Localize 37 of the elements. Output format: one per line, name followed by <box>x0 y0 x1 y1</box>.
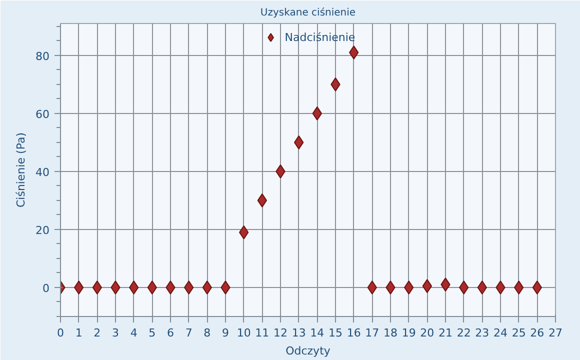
legend-label: Nadciśnienie <box>284 30 356 44</box>
x-tick-label: 24 <box>494 326 508 340</box>
x-tick-label: 0 <box>57 326 64 340</box>
x-tick-label: 15 <box>328 326 342 340</box>
x-tick-label: 16 <box>346 326 361 340</box>
x-tick-label: 3 <box>112 326 119 340</box>
x-tick-label: 22 <box>456 326 471 340</box>
x-tick-label: 27 <box>548 326 562 340</box>
x-tick-label: 13 <box>292 326 306 340</box>
y-tick-label: 40 <box>36 166 50 179</box>
x-tick-label: 23 <box>475 326 490 340</box>
x-tick-label: 4 <box>130 326 138 340</box>
y-tick-label: 60 <box>36 108 50 121</box>
y-tick-label: 80 <box>36 50 50 63</box>
x-tick-label: 6 <box>167 326 174 340</box>
x-tick-label: 17 <box>365 326 380 340</box>
x-tick-label: 2 <box>94 326 101 340</box>
x-tick-label: 5 <box>148 326 156 340</box>
chart-title: Uzyskane ciśnienie <box>260 6 356 18</box>
x-tick-label: 1 <box>75 326 82 340</box>
x-axis-title: Odczyty <box>286 344 331 358</box>
y-tick-label: 0 <box>42 282 50 295</box>
x-tick-label: 8 <box>204 326 211 340</box>
x-tick-label: 10 <box>236 326 251 340</box>
x-tick-label: 9 <box>222 326 229 340</box>
x-tick-label: 18 <box>384 326 398 340</box>
y-axis-title: Ciśnienie (Pa) <box>14 132 28 208</box>
x-tick-label: 25 <box>512 326 526 340</box>
x-tick-label: 26 <box>530 326 544 340</box>
x-tick-label: 21 <box>438 326 452 340</box>
x-tick-label: 11 <box>255 326 270 340</box>
x-tick-label: 20 <box>420 326 434 340</box>
x-tick-label: 19 <box>402 326 416 340</box>
x-tick-label: 12 <box>274 326 288 340</box>
x-tick-label: 7 <box>185 326 192 340</box>
y-tick-label: 20 <box>36 224 50 237</box>
x-tick-label: 14 <box>310 326 324 340</box>
